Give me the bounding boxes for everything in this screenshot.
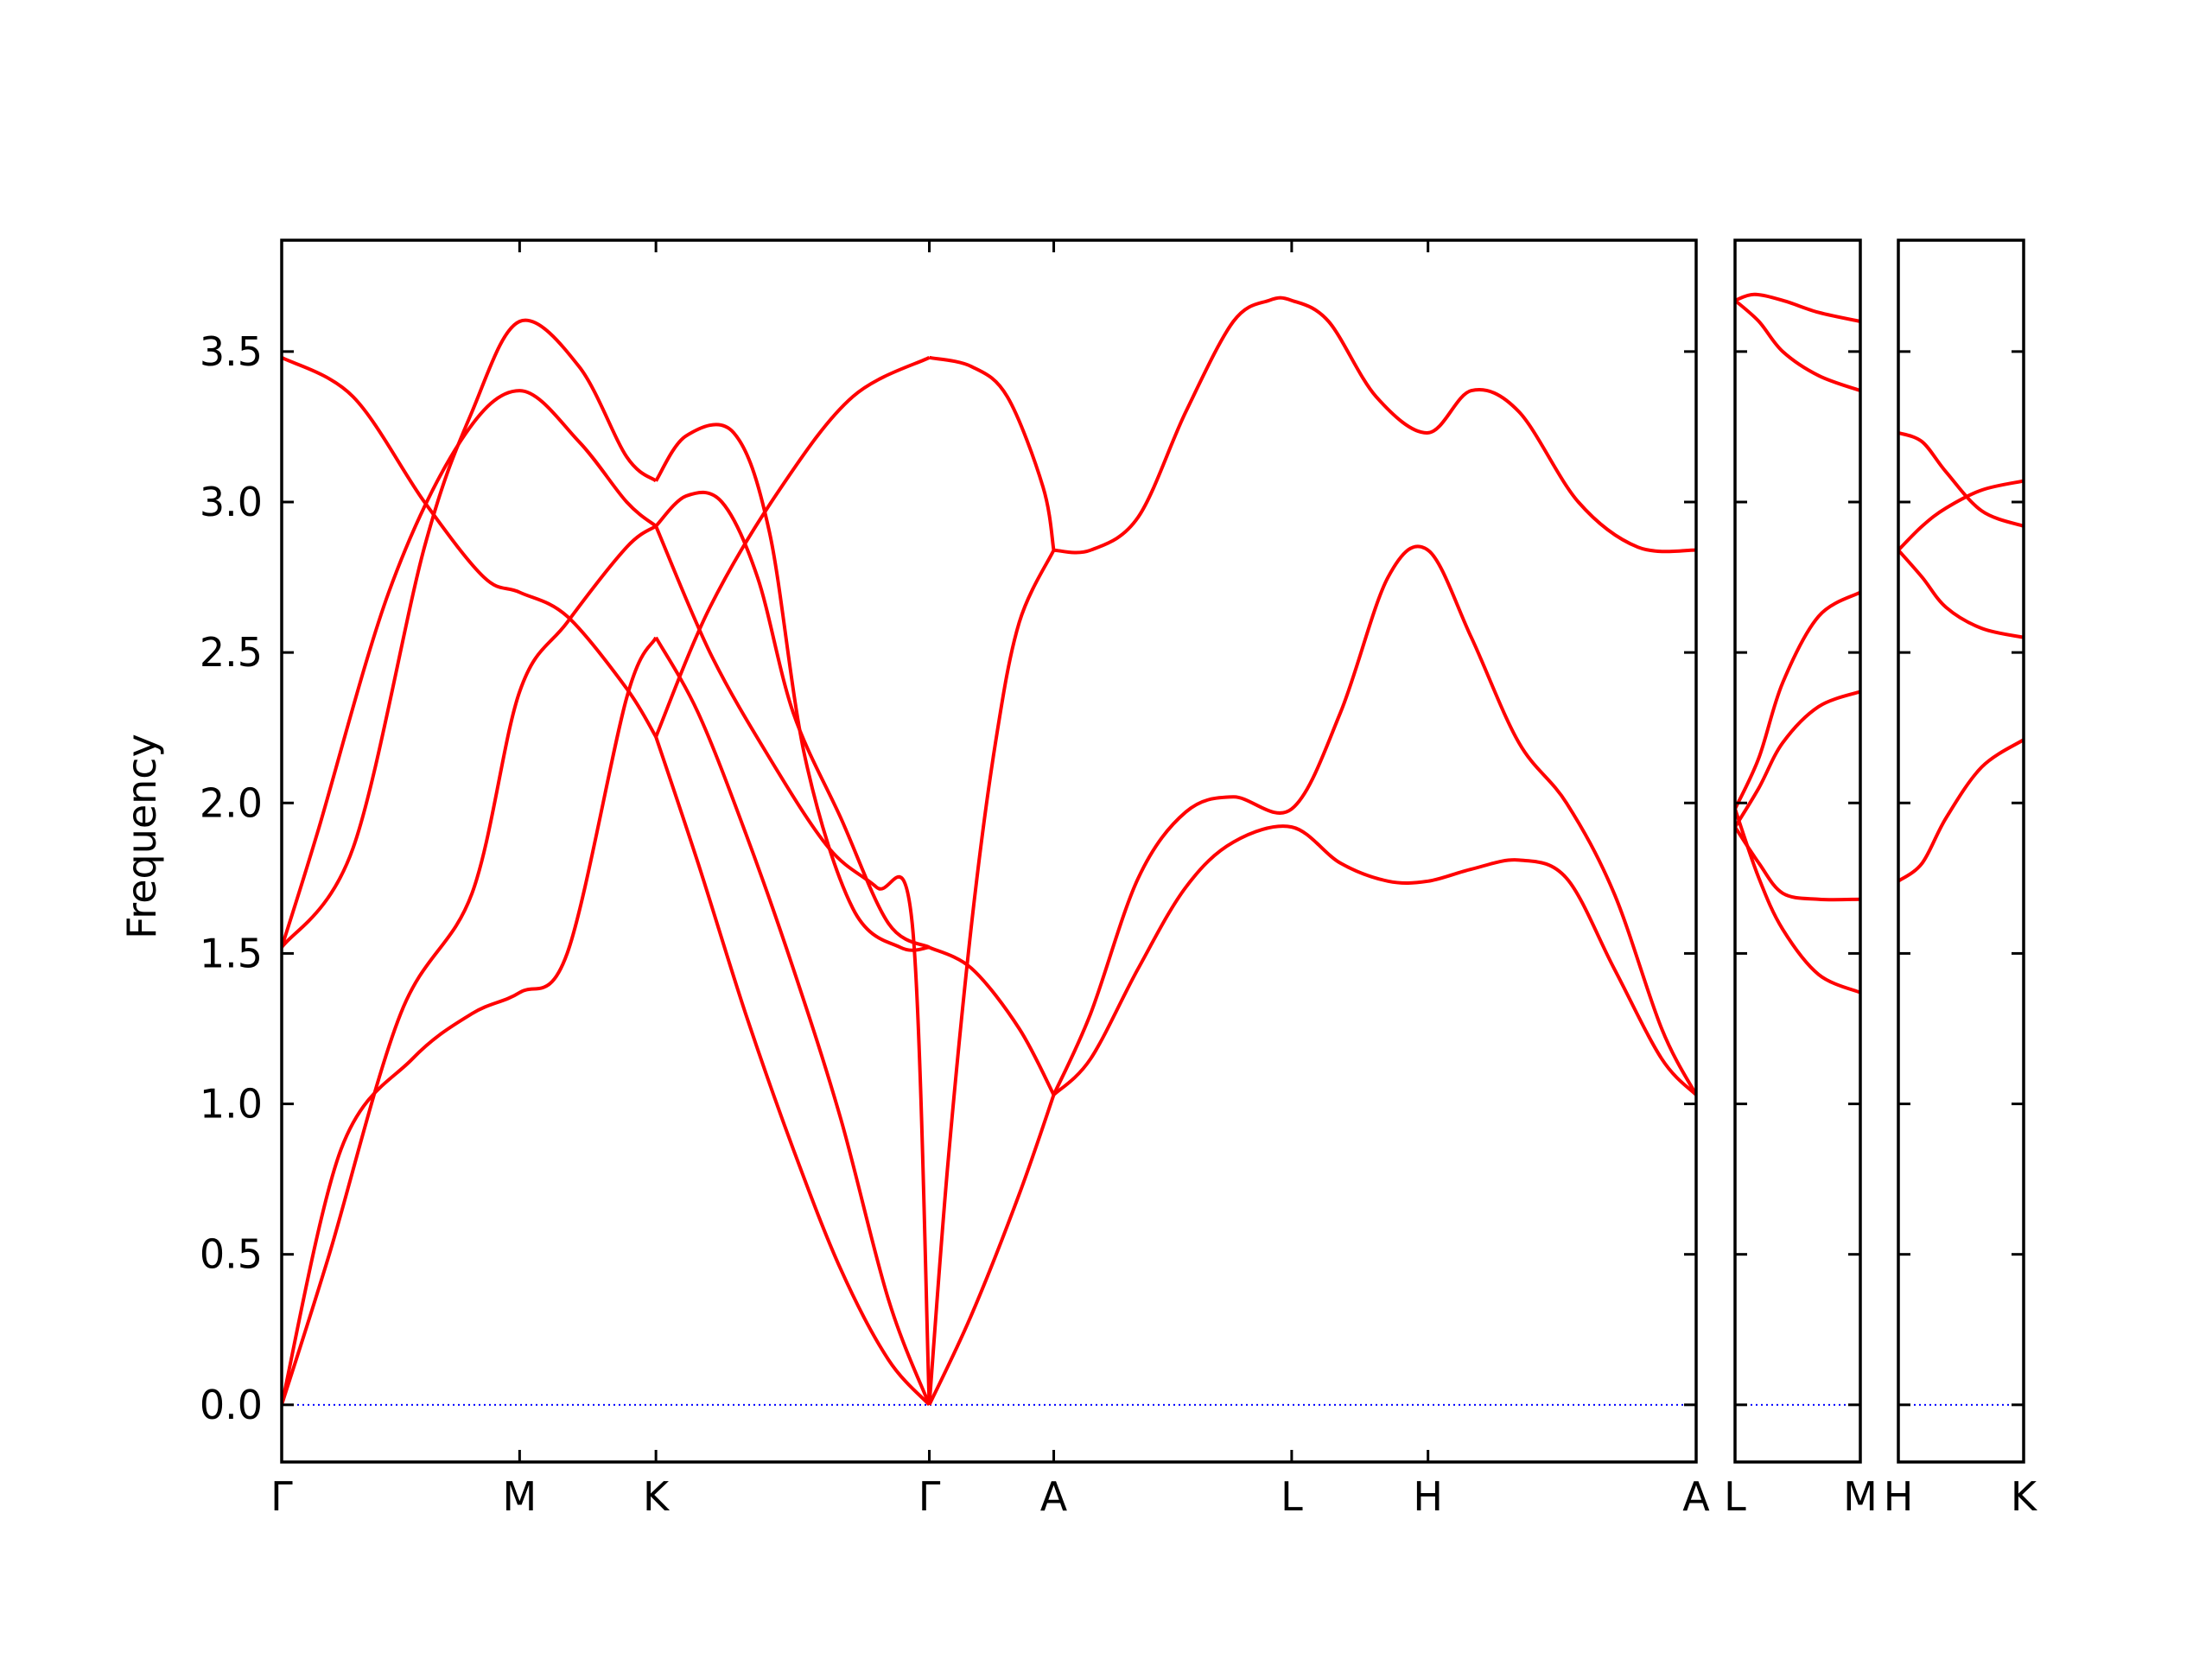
band-group <box>1735 292 1860 995</box>
y-tick-label: 2.0 <box>200 779 263 826</box>
band-line-11 <box>654 356 931 738</box>
x-tick-label: K <box>643 1473 671 1520</box>
plot-area: 0.00.51.01.52.02.53.03.5Γ M K Γ A L H A L M H K <box>200 238 2038 1520</box>
band-line-14 <box>927 549 1056 1405</box>
band-line-3 <box>1898 549 2024 639</box>
y-tick-label: 3.5 <box>200 328 263 375</box>
band-line-3 <box>282 389 658 948</box>
x-tick-label: Γ <box>918 1473 941 1520</box>
x-tick-label: M <box>1843 1473 1878 1520</box>
band-line-8 <box>654 636 931 1406</box>
y-tick-label: 0.0 <box>200 1382 263 1428</box>
x-tick-label: H <box>1884 1473 1914 1520</box>
x-tick-label: K <box>2011 1473 2038 1520</box>
band-line-2 <box>282 318 658 949</box>
x-tick-label: H <box>1413 1473 1443 1520</box>
band-line-7 <box>654 490 931 950</box>
band-line-1 <box>1898 430 2024 528</box>
band-line-18 <box>1052 824 1696 1096</box>
band-line-17 <box>1052 544 1696 1096</box>
y-tick-label: 2.5 <box>200 629 263 676</box>
x-tick-label: L <box>1724 1473 1746 1520</box>
band-line-9 <box>654 736 931 1407</box>
band-line-5 <box>282 356 658 738</box>
band-line-12 <box>929 355 1056 551</box>
band-line-4 <box>1735 690 1860 829</box>
y-tick-label: 0.5 <box>200 1231 263 1278</box>
x-tick-label: A <box>1040 1473 1068 1520</box>
y-tick-label: 1.5 <box>200 930 263 976</box>
band-line-1 <box>282 524 658 1406</box>
y-tick-label: 3.0 <box>200 479 263 525</box>
y-tick-label: 1.0 <box>200 1081 263 1128</box>
x-tick-label: Γ <box>270 1473 293 1520</box>
band-line-4 <box>1898 738 2024 883</box>
band-line-6 <box>654 423 930 952</box>
band-line-1 <box>1735 292 1860 323</box>
band-line-13 <box>928 945 1056 1096</box>
band-line-2 <box>1898 479 2024 552</box>
band-line-4 <box>282 636 658 1406</box>
panel-frame <box>1733 238 1862 1464</box>
x-tick-label: A <box>1682 1473 1710 1520</box>
x-tick-label: L <box>1281 1473 1303 1520</box>
band-line-10 <box>654 525 931 1405</box>
band-group <box>1898 430 2024 883</box>
panel-frame <box>280 238 1698 1464</box>
band-line-6 <box>1735 808 1860 995</box>
band-line-3 <box>1735 590 1860 810</box>
y-axis-label: Frequency <box>118 734 165 939</box>
panel-1: 0.0 0.5 1.0 1.5 2.0 2.5 3.0 3.5 Γ M K Γ A L H A <box>200 238 1710 1520</box>
x-tick-label: M <box>503 1473 537 1520</box>
band-group <box>282 296 1696 1407</box>
band-line-15 <box>927 1094 1056 1406</box>
band-line-2 <box>1735 299 1860 392</box>
band-line-16 <box>1053 296 1696 555</box>
panel-frame <box>1897 238 2025 1464</box>
